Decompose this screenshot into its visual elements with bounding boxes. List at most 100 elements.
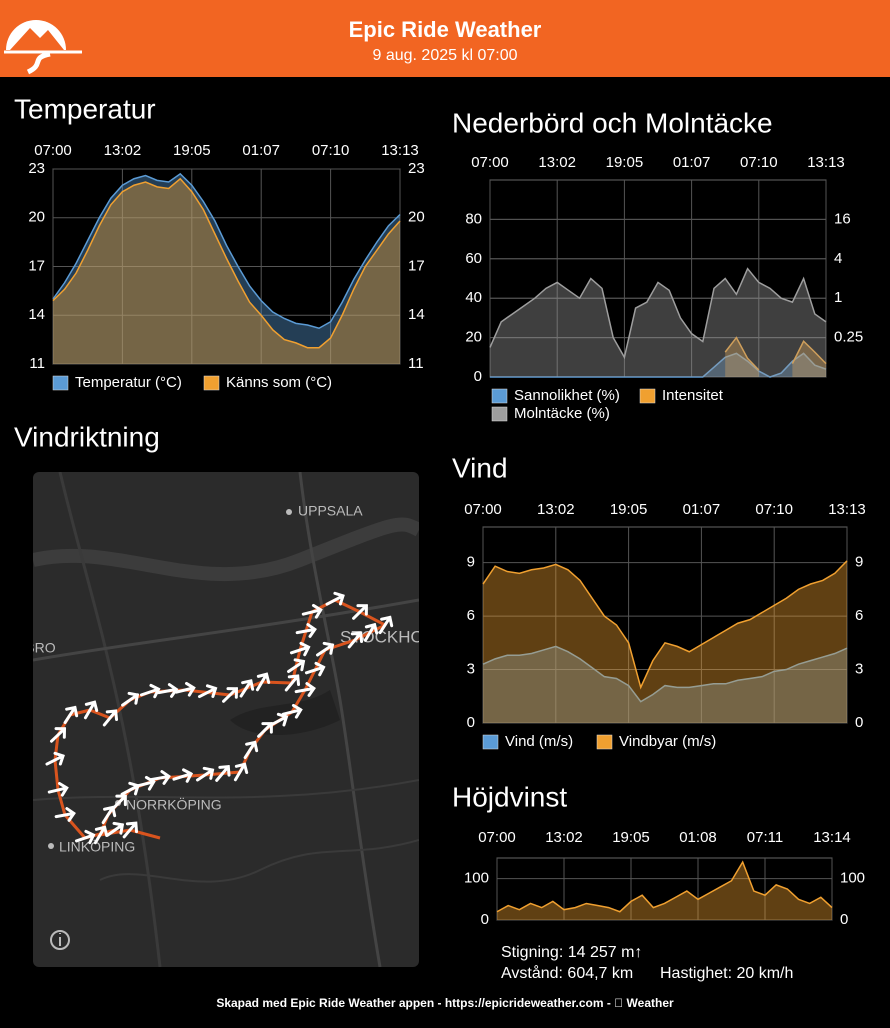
area-fill [53, 178, 400, 364]
wind-arrow [102, 709, 119, 727]
y-tick-label: 100 [464, 870, 489, 887]
x-tick-label: 07:00 [478, 829, 516, 846]
x-tick-label: 13:13 [807, 154, 845, 171]
wind-arrow [47, 781, 69, 797]
wind-arrow [233, 762, 249, 782]
y-tick-label: 0 [467, 714, 475, 731]
chart-title: Temperatur [14, 93, 156, 124]
x-tick-label: 07:00 [464, 501, 502, 518]
area-line [724, 336, 827, 371]
y2-tick-label: 11 [408, 355, 424, 372]
area-line [482, 560, 848, 690]
y-tick-label: 60 [465, 250, 482, 267]
wind-arrow [111, 794, 127, 811]
wind-arrow [255, 672, 271, 692]
legend-swatch [482, 734, 499, 750]
y2-tick-label: 4 [834, 250, 842, 267]
y-tick-label: 0 [474, 368, 482, 385]
x-tick-label: 13:13 [381, 142, 419, 159]
legend-swatch [491, 406, 508, 422]
y2-tick-label: 23 [408, 160, 425, 177]
area-fill [490, 268, 826, 377]
legend-label: Vindbyar (m/s) [619, 733, 716, 750]
wind-arrow [304, 661, 326, 677]
wind-arrow [215, 765, 231, 782]
map-label: NORRKÖPING [126, 796, 222, 813]
x-tick-label: 13:02 [545, 829, 583, 846]
wind-arrow [54, 807, 76, 822]
area-line [489, 267, 827, 360]
area-line [52, 172, 401, 330]
wind-arrow [352, 604, 368, 620]
wind-arrow [363, 622, 379, 642]
x-tick-label: 19:05 [612, 829, 650, 846]
app-subtitle: 9 aug. 2025 kl 07:00 [372, 47, 517, 64]
footer: Skapad med Epic Ride Weather appen - htt… [216, 996, 674, 1010]
wind-arrow [289, 641, 311, 657]
x-tick-label: 01:07 [673, 154, 711, 171]
y2-tick-label: 17 [408, 257, 425, 274]
area-line [496, 860, 833, 913]
stat-distance: Avstånd: 604,7 km [501, 964, 633, 982]
wind-arrow [325, 591, 345, 606]
wind-arrow [50, 727, 67, 743]
map: UPPSALA ÖREBRO STOCKHOLM NORRKÖPING LINK… [0, 472, 419, 967]
y2-tick-label: 14 [408, 306, 425, 323]
y-tick-label: 40 [465, 289, 482, 306]
x-tick-label: 01:08 [679, 829, 717, 846]
wind-arrow [239, 679, 255, 698]
y2-tick-label: 0.25 [834, 329, 863, 346]
y2-tick-label: 3 [855, 661, 863, 678]
wind-arrow [294, 682, 316, 697]
wind-arrow [195, 766, 215, 782]
map-label: ÖREBRO [0, 639, 56, 656]
wind-arrow [101, 805, 117, 825]
y-tick-label: 20 [28, 209, 45, 226]
y2-tick-label: 0 [855, 714, 863, 731]
wind-arrow [222, 687, 238, 703]
chart-title: Nederbörd och Molntäcke [452, 107, 773, 138]
wind-arrow [172, 768, 194, 783]
x-tick-label: 07:00 [34, 142, 72, 159]
wind-arrow [316, 641, 335, 657]
legend-label: Sannolikhet (%) [514, 387, 620, 404]
legend-swatch [596, 734, 613, 750]
y-tick-label: 6 [467, 607, 475, 624]
area-fill [483, 560, 847, 723]
y-tick-label: 3 [467, 661, 475, 678]
wind-arrow [45, 751, 65, 766]
x-tick-label: 07:00 [471, 154, 509, 171]
x-tick-label: 07:10 [755, 501, 793, 518]
legend-swatch [203, 375, 220, 391]
x-tick-label: 07:11 [747, 829, 783, 846]
wind-arrow [281, 703, 303, 719]
y-tick-label: 80 [465, 210, 482, 227]
wind-arrow [295, 623, 317, 638]
wind-arrow [284, 674, 301, 692]
x-tick-label: 07:10 [740, 154, 778, 171]
header-bar [0, 0, 890, 77]
y2-tick-label: 100 [840, 870, 865, 887]
area-fill [53, 173, 400, 364]
y-tick-label: 23 [28, 160, 45, 177]
x-tick-label: 19:05 [606, 154, 644, 171]
x-tick-label: 19:05 [173, 142, 211, 159]
legend-label: Intensitet [662, 387, 724, 404]
wind-arrow [347, 631, 364, 649]
area-line [52, 177, 401, 349]
wind-arrow [243, 740, 259, 760]
wind-arrow [121, 691, 140, 707]
x-tick-label: 13:13 [828, 501, 866, 518]
wind-arrow [120, 781, 140, 796]
y2-tick-label: 9 [855, 554, 863, 571]
legend-label: Temperatur (°C) [75, 374, 182, 391]
x-tick-label: 07:10 [312, 142, 350, 159]
wind-arrow [157, 683, 179, 698]
logo [4, 20, 82, 75]
wind-arrow [106, 821, 125, 837]
wind-arrow [63, 705, 79, 725]
map-title: Vindriktning [14, 421, 160, 452]
x-tick-label: 13:02 [104, 142, 142, 159]
